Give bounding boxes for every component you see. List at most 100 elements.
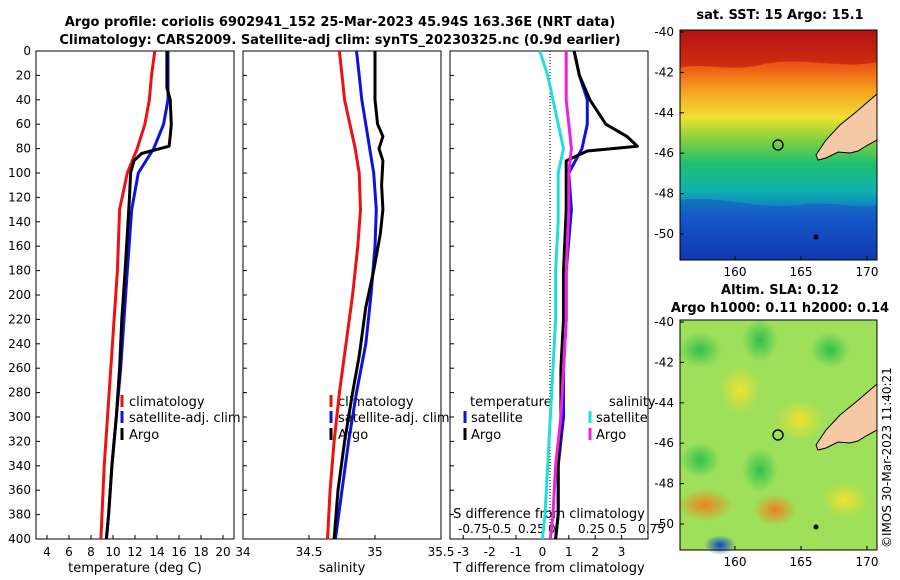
map-lon-label: 165 — [790, 265, 813, 279]
series-line-s-argo — [548, 51, 573, 540]
sla-anomaly-blob — [677, 489, 733, 521]
x-tick-label: 16 — [171, 545, 186, 559]
series-line-climatology — [99, 50, 157, 540]
map-lat-label: -48 — [654, 477, 674, 491]
temperature-legend: climatology satellite-adj. clim Argo — [120, 395, 241, 443]
depth-tick-label: 0 — [23, 44, 31, 58]
depth-tick-label: 380 — [8, 508, 31, 522]
sla-map-subtitle: Argo h1000: 0.11 h2000: 0.14 — [670, 301, 890, 316]
x-tick-label: 20 — [215, 545, 230, 559]
depth-tick-label: 400 — [8, 532, 31, 546]
depth-tick-label: 60 — [16, 117, 31, 131]
map-lat-label: -50 — [654, 517, 674, 531]
depth-tick-label: 20 — [16, 68, 31, 82]
map-lon-label: 170 — [856, 265, 879, 279]
sla-anomaly-blob — [704, 535, 736, 555]
sst-cold-band — [680, 198, 877, 260]
depth-tick-label: 40 — [16, 93, 31, 107]
depth-tick-label: 260 — [8, 361, 31, 375]
x-tick-label: -2 — [484, 545, 496, 559]
difference-xlabel-salinity: S difference from climatology — [453, 507, 645, 522]
sla-map — [677, 318, 878, 555]
sst-warm-band — [680, 30, 877, 68]
map-lat-label: -44 — [654, 106, 674, 120]
x-tick-label: 14 — [149, 545, 164, 559]
sst-map-title: sat. SST: 15 Argo: 15.1 — [696, 8, 864, 23]
depth-tick-label: 120 — [8, 190, 31, 204]
series-line-t-satellite — [554, 50, 589, 540]
chart-marks: 0204060801001201401601802002202402602803… — [8, 25, 878, 569]
sla-anomaly-blob — [821, 482, 869, 518]
difference-xlabel: T difference from climatology — [452, 561, 645, 576]
map-lat-label: -42 — [654, 355, 674, 369]
map-lat-label: -40 — [654, 315, 674, 329]
series-line-argo — [104, 51, 173, 540]
sst-land-new-zealand — [815, 92, 878, 161]
map-lat-label: -48 — [654, 187, 674, 201]
x-tick-label: -1 — [510, 545, 522, 559]
chart-title-line2: Climatology: CARS2009. Satellite-adj cli… — [59, 33, 621, 48]
map-lat-label: -40 — [654, 25, 674, 39]
x-tick-label-salinity: 0.5 — [608, 522, 627, 536]
sla-anomaly-blob — [678, 332, 722, 368]
temperature-xlabel: temperature (deg C) — [68, 561, 202, 576]
x-tick-label: -3 — [457, 545, 469, 559]
depth-tick-label: 80 — [16, 142, 31, 156]
chart-title-line1: Argo profile: coriolis 6902941_152 25-Ma… — [64, 15, 616, 30]
x-tick-label: 6 — [65, 545, 73, 559]
x-tick-label-salinity: 0.25 — [518, 522, 545, 536]
series-line-s-satellite — [538, 50, 565, 540]
map-lat-label: -50 — [654, 227, 674, 241]
legend-label-argo: Argo — [129, 428, 159, 443]
map-lat-label: -44 — [654, 396, 674, 410]
legend-label-s-satellite: satellite — [596, 411, 648, 426]
sla-anomaly-blob — [742, 448, 778, 492]
legend-label-t-satellite: satellite — [471, 411, 523, 426]
x-tick-label-salinity: 0.25 — [578, 522, 605, 536]
sla-anomaly-blob — [753, 494, 797, 526]
legend-label-t-argo: Argo — [471, 428, 501, 443]
map-lon-label: 160 — [724, 265, 747, 279]
sla-anomaly-blob — [720, 366, 760, 414]
x-tick-label-salinity: -0.75 — [458, 522, 489, 536]
legend-label-climatology: climatology — [129, 395, 205, 410]
sst-argo-location-marker — [772, 139, 784, 151]
map-lat-label: -46 — [654, 436, 674, 450]
sla-anomaly-blob — [742, 318, 778, 362]
difference-legend: temperature satellite Argo salinity sate… — [463, 395, 656, 443]
sla-anomaly-blob — [810, 332, 850, 368]
x-tick-label: 34.5 — [296, 545, 323, 559]
x-tick-label: 34 — [235, 545, 250, 559]
x-tick-label: 2 — [591, 545, 599, 559]
legend-label-satellite: satellite-adj. clim — [129, 411, 241, 426]
map-lon-label: 170 — [856, 555, 879, 569]
depth-tick-label: 220 — [8, 312, 31, 326]
temperature-panel-frame — [35, 50, 235, 540]
sla-island-marker — [813, 524, 819, 530]
legend-label-satellite: satellite-adj. clim — [338, 411, 450, 426]
map-lon-label: 165 — [790, 555, 813, 569]
x-tick-label: 35 — [367, 545, 382, 559]
sla-land-new-zealand — [815, 382, 878, 451]
legend-label-argo: Argo — [338, 428, 368, 443]
sla-anomaly-blob — [776, 400, 824, 440]
depth-tick-label: 140 — [8, 215, 31, 229]
x-tick-label: 35.5 — [428, 545, 455, 559]
sst-island-marker — [813, 234, 819, 240]
legend-label-s-argo: Argo — [596, 428, 626, 443]
map-lon-label: 160 — [724, 555, 747, 569]
x-tick-label: 10 — [105, 545, 120, 559]
depth-tick-label: 360 — [8, 483, 31, 497]
sst-map-frame — [679, 29, 878, 261]
x-tick-label: 0 — [539, 545, 547, 559]
x-tick-label-salinity: 0.75 — [638, 522, 665, 536]
sla-argo-location-marker — [772, 429, 784, 441]
x-tick-label-salinity: -0.5 — [488, 522, 511, 536]
depth-tick-label: 300 — [8, 410, 31, 424]
series-line-climatology — [326, 50, 362, 540]
x-tick-label: 8 — [87, 545, 95, 559]
salinity-xlabel: salinity — [319, 561, 366, 576]
series-line-argo — [332, 51, 385, 540]
depth-tick-label: 280 — [8, 386, 31, 400]
